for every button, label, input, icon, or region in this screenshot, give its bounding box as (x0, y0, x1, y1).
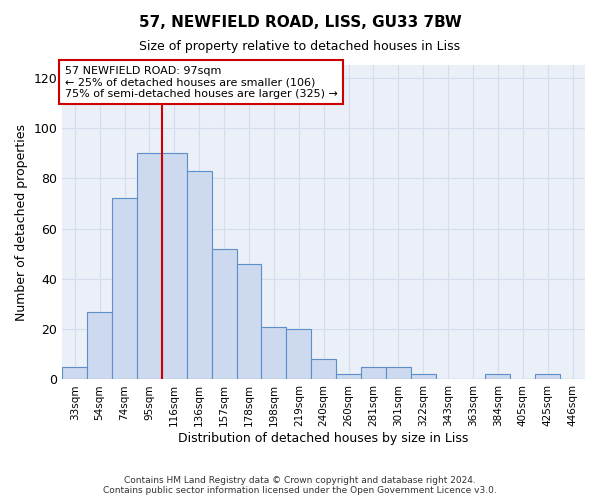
Bar (311, 360, 336, 380)
Bar (236, 264, 262, 380)
Bar (535, 374, 560, 380)
Text: 57 NEWFIELD ROAD: 97sqm
← 25% of detached houses are smaller (106)
75% of semi-d: 57 NEWFIELD ROAD: 97sqm ← 25% of detache… (65, 66, 338, 99)
Bar (262, 326, 286, 380)
Bar (87, 312, 112, 380)
Bar (162, 153, 187, 380)
Y-axis label: Number of detached properties: Number of detached properties (15, 124, 28, 320)
Text: Contains HM Land Registry data © Crown copyright and database right 2024.
Contai: Contains HM Land Registry data © Crown c… (103, 476, 497, 495)
Bar (137, 153, 162, 380)
Text: 57, NEWFIELD ROAD, LISS, GU33 7BW: 57, NEWFIELD ROAD, LISS, GU33 7BW (139, 15, 461, 30)
X-axis label: Distribution of detached houses by size in Liss: Distribution of detached houses by size … (178, 432, 469, 445)
Bar (336, 374, 361, 380)
Bar (485, 374, 511, 380)
Bar (386, 367, 411, 380)
Bar (62, 367, 87, 380)
Bar (187, 170, 212, 380)
Bar (286, 329, 311, 380)
Bar (361, 367, 386, 380)
Bar (411, 374, 436, 380)
Bar (112, 198, 137, 380)
Bar (212, 248, 236, 380)
Text: Size of property relative to detached houses in Liss: Size of property relative to detached ho… (139, 40, 461, 53)
